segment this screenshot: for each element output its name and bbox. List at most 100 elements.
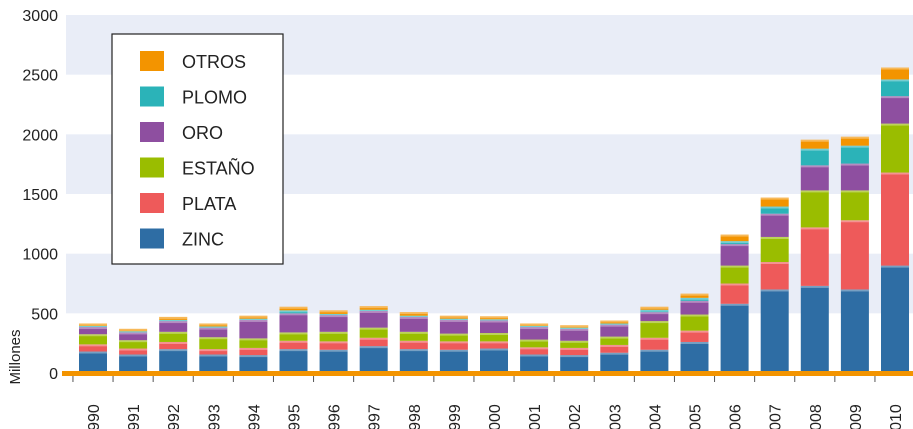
bar-segment-oro bbox=[439, 319, 468, 334]
bar-segment-otros bbox=[159, 316, 188, 320]
bar-segment-zinc bbox=[760, 289, 789, 373]
bar-segment-highlight bbox=[560, 327, 589, 329]
bar-segment-highlight bbox=[840, 190, 869, 193]
bar-segment-plomo bbox=[199, 326, 228, 328]
bar-segment-highlight bbox=[560, 325, 589, 328]
bar-segment-estaño bbox=[881, 123, 909, 173]
bar-segment-estaño bbox=[600, 336, 629, 345]
bar-segment-estaño bbox=[480, 333, 508, 342]
legend-box bbox=[111, 33, 284, 265]
bar-segment-zinc bbox=[279, 349, 308, 373]
legend-label: ORO bbox=[182, 123, 223, 143]
bar-segment-oro bbox=[359, 310, 388, 328]
bar-segment-highlight bbox=[680, 297, 709, 300]
x-tick-label: 1992 bbox=[166, 404, 183, 429]
bar-segment-highlight bbox=[239, 315, 268, 318]
x-tick-label: 1995 bbox=[287, 404, 304, 429]
bar-segment-plomo bbox=[881, 79, 909, 97]
bar-segment-highlight bbox=[359, 310, 388, 313]
bar-segment-highlight bbox=[520, 327, 549, 330]
bar-segment-highlight bbox=[600, 323, 629, 325]
bar-segment-plomo bbox=[359, 309, 388, 311]
bar-segment-highlight bbox=[159, 349, 188, 352]
bar-segment-highlight bbox=[800, 139, 829, 142]
bar-segment-highlight bbox=[199, 326, 228, 328]
bar-segment-highlight bbox=[881, 79, 909, 82]
x-tick-label: 2007 bbox=[768, 404, 785, 429]
x-tick-label: 1998 bbox=[407, 404, 424, 429]
bar-segment-highlight bbox=[520, 347, 549, 350]
bar-segment-highlight bbox=[680, 300, 709, 303]
bar-segment-plata bbox=[760, 262, 789, 290]
bar-segment-highlight bbox=[720, 303, 749, 306]
x-tick-label: 2009 bbox=[848, 404, 865, 429]
bar-segment-estaño bbox=[239, 338, 268, 348]
bar-segment-highlight bbox=[439, 318, 468, 320]
x-tick-label: 2000 bbox=[487, 404, 504, 429]
bar-segment-plomo bbox=[399, 315, 428, 317]
bar-segment-estaño bbox=[520, 339, 549, 348]
y-tick-label: 2500 bbox=[22, 68, 58, 85]
legend: OTROS PLOMO ORO ESTAÑO PLATA ZINC bbox=[111, 33, 284, 265]
bar-segment-highlight bbox=[520, 339, 549, 342]
bar-segment-highlight bbox=[319, 313, 348, 316]
bar-segment-otros bbox=[640, 306, 669, 310]
bar-segment-zinc bbox=[480, 348, 508, 373]
bar-segment-zinc bbox=[359, 346, 388, 373]
bar-segment-oro bbox=[840, 163, 869, 191]
bar-segment-highlight bbox=[79, 344, 107, 347]
x-axis: 1990 1991 1992 1993 1994 1995 1996 1997 1998 1999… bbox=[62, 371, 913, 429]
bar-segment-highlight bbox=[760, 236, 789, 239]
bar-segment-oro bbox=[79, 327, 107, 335]
bar-segment-plata bbox=[680, 330, 709, 342]
bar-segment-highlight bbox=[79, 327, 107, 330]
bar-segment-highlight bbox=[560, 347, 589, 350]
bar-segment-otros bbox=[760, 197, 789, 207]
bar-segment-otros bbox=[319, 310, 348, 314]
bar-segment-plata bbox=[199, 349, 228, 355]
legend-label: ZINC bbox=[182, 230, 224, 250]
bar-segment-highlight bbox=[560, 340, 589, 343]
bar-segment-estaño bbox=[439, 333, 468, 342]
bar-segment-highlight bbox=[760, 206, 789, 209]
bar-segment-zinc bbox=[680, 341, 709, 373]
bar-segment-highlight bbox=[520, 354, 549, 357]
bar-segment-otros bbox=[600, 320, 629, 324]
bar-segment-zinc bbox=[520, 354, 549, 373]
bar-segment-highlight bbox=[319, 349, 348, 352]
bar-segment-plomo bbox=[720, 241, 749, 245]
bar-segment-plomo bbox=[520, 325, 549, 328]
bar-segment-highlight bbox=[720, 283, 749, 286]
bar-segment-oro bbox=[480, 320, 508, 334]
bar-segment-highlight bbox=[239, 355, 268, 358]
bar-segment-highlight bbox=[79, 323, 107, 326]
bar-segment-zinc bbox=[239, 355, 268, 373]
y-tick-label: 500 bbox=[31, 306, 58, 323]
bar-segment-zinc bbox=[560, 355, 589, 373]
bar-segment-oro bbox=[881, 96, 909, 124]
bar-segment-highlight bbox=[840, 220, 869, 223]
bar-segment-oro bbox=[600, 324, 629, 337]
bar-segment-highlight bbox=[199, 354, 228, 357]
x-axis-line bbox=[62, 371, 913, 376]
bar-segment-highlight bbox=[480, 348, 508, 351]
bar-segment-highlight bbox=[159, 321, 188, 324]
bar-segment-plata bbox=[279, 340, 308, 350]
x-tick-label: 1999 bbox=[447, 404, 464, 429]
bar-segment-highlight bbox=[881, 172, 909, 175]
legend-label: OTROS bbox=[182, 52, 246, 72]
bar-segment-plomo bbox=[640, 309, 669, 313]
bar-segment-otros bbox=[800, 139, 829, 149]
legend-label: PLOMO bbox=[182, 88, 247, 108]
y-tick-label: 1000 bbox=[22, 247, 58, 264]
bar-segment-zinc bbox=[800, 285, 829, 373]
bar-segment-highlight bbox=[119, 348, 148, 351]
bar-segment-plata bbox=[439, 341, 468, 350]
bar-segment-highlight bbox=[800, 285, 829, 288]
bar-segment-plomo bbox=[319, 313, 348, 316]
bar-segment-plomo bbox=[79, 325, 107, 328]
bar-segment-highlight bbox=[79, 325, 107, 328]
bar-segment-highlight bbox=[840, 136, 869, 139]
bar-segment-zinc bbox=[840, 289, 869, 373]
